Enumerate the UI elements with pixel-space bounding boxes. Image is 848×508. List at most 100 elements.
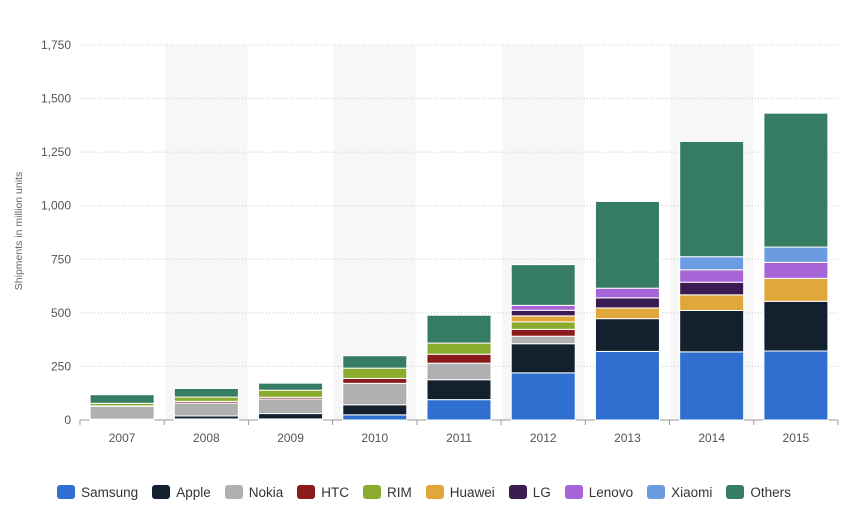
legend-item-lg[interactable]: LG	[508, 485, 551, 500]
bar-xiaomi-2014[interactable]	[679, 256, 745, 271]
y-tick-label: 1,750	[41, 38, 71, 52]
bar-lenovo-2013[interactable]	[594, 287, 660, 299]
bar-rim-2011[interactable]	[426, 342, 492, 355]
x-tick-label: 2008	[193, 431, 220, 445]
bar-others-2013[interactable]	[594, 200, 660, 289]
bar-apple-2014[interactable]	[679, 310, 745, 353]
x-tick-label: 2014	[698, 431, 725, 445]
bar-others-2015[interactable]	[763, 112, 829, 248]
legend-swatch	[362, 485, 381, 499]
x-axis: 2007 2008 2009 2010 2011 2012 2013 2014 2015	[79, 420, 839, 445]
bar-samsung-2011[interactable]	[426, 399, 492, 421]
legend-swatch	[647, 485, 666, 499]
legend-item-nokia[interactable]: Nokia	[224, 484, 284, 500]
bar-others-2007[interactable]	[89, 394, 155, 404]
bar-huawei-2012[interactable]	[510, 315, 576, 323]
legend-item-xiaomi[interactable]: Xiaomi	[647, 485, 712, 500]
y-axis-label: Shipments in million units	[13, 172, 25, 290]
bar-apple-2012[interactable]	[510, 343, 576, 374]
legend-swatch	[425, 485, 444, 499]
bar-apple-2010[interactable]	[342, 404, 408, 416]
legend-label: RIM	[386, 484, 412, 500]
legend-label: Nokia	[248, 484, 284, 500]
y-tick-label: 1,000	[41, 199, 71, 213]
bar-rim-2010[interactable]	[342, 367, 408, 379]
bar-lenovo-2015[interactable]	[763, 261, 829, 279]
bar-rim-2008[interactable]	[173, 396, 239, 402]
legend-item-others[interactable]: Others	[726, 485, 791, 500]
legend-item-htc[interactable]: HTC	[297, 485, 349, 500]
bar-samsung-2015[interactable]	[763, 350, 829, 421]
legend-label: Xiaomi	[671, 484, 713, 500]
x-tick-label: 2011	[446, 431, 472, 445]
legend-label: HTC	[321, 484, 349, 500]
band-2008	[165, 45, 248, 420]
bar-huawei-2015[interactable]	[763, 277, 829, 302]
legend-item-lenovo[interactable]: Lenovo	[564, 485, 633, 500]
legend-swatch	[57, 485, 76, 499]
legend: Samsung Apple Nokia HTC RIM Huawei LG Lenovo Xia…	[0, 480, 848, 504]
bar-htc-2012[interactable]	[510, 328, 576, 337]
bar-nokia-2009[interactable]	[258, 398, 324, 415]
legend-label: Apple	[176, 484, 211, 500]
bar-nokia-2011[interactable]	[426, 362, 492, 381]
legend-item-huawei[interactable]: Huawei	[425, 484, 495, 500]
bar-others-2011[interactable]	[426, 314, 492, 344]
y-tick-label: 750	[51, 252, 71, 266]
x-tick-label: 2010	[361, 431, 388, 445]
bar-samsung-2013[interactable]	[594, 350, 660, 421]
bar-others-2012[interactable]	[510, 264, 576, 306]
bar-samsung-2012[interactable]	[510, 372, 576, 421]
y-tick-label: 1,250	[41, 145, 71, 159]
legend-item-apple[interactable]: Apple	[152, 485, 211, 500]
bar-apple-2009[interactable]	[258, 413, 324, 420]
legend-swatch	[726, 485, 745, 499]
x-tick-label: 2012	[530, 431, 557, 445]
legend-swatch	[297, 485, 316, 499]
bar-samsung-2010[interactable]	[342, 414, 408, 421]
legend-swatch	[564, 485, 583, 499]
bar-huawei-2013[interactable]	[594, 307, 660, 320]
x-tick-label: 2007	[109, 431, 136, 445]
y-axis: 0 250 500 750 1,000 1,250 1,500 1,750	[41, 38, 71, 427]
bar-apple-2015[interactable]	[763, 300, 829, 352]
bar-lg-2012[interactable]	[510, 309, 576, 317]
bar-htc-2010[interactable]	[342, 377, 408, 384]
bars	[89, 112, 829, 421]
bar-lenovo-2012[interactable]	[510, 304, 576, 311]
y-tick-label: 250	[51, 359, 71, 373]
bar-nokia-2008[interactable]	[173, 402, 239, 417]
bar-lenovo-2014[interactable]	[679, 269, 745, 283]
bar-samsung-2014[interactable]	[679, 351, 745, 421]
legend-item-samsung[interactable]: Samsung	[57, 485, 138, 500]
bar-nokia-2007[interactable]	[89, 405, 155, 420]
y-tick-label: 0	[64, 413, 71, 427]
bar-lg-2013[interactable]	[594, 297, 660, 309]
bar-rim-2009[interactable]	[258, 389, 324, 398]
bar-huawei-2014[interactable]	[679, 294, 745, 312]
x-tick-label: 2015	[783, 431, 810, 445]
bar-others-2009[interactable]	[258, 382, 324, 391]
bar-others-2014[interactable]	[679, 140, 745, 258]
bar-others-2008[interactable]	[173, 388, 239, 398]
bar-htc-2011[interactable]	[426, 353, 492, 364]
bar-rim-2012[interactable]	[510, 321, 576, 330]
legend-swatch	[224, 485, 243, 499]
legend-label: Others	[750, 484, 791, 500]
bar-apple-2013[interactable]	[594, 318, 660, 352]
legend-label: Huawei	[449, 484, 495, 500]
legend-swatch	[508, 485, 527, 499]
legend-swatch	[152, 485, 171, 499]
bar-apple-2011[interactable]	[426, 379, 492, 401]
bar-xiaomi-2015[interactable]	[763, 246, 829, 263]
bar-nokia-2010[interactable]	[342, 382, 408, 406]
x-tick-label: 2013	[614, 431, 641, 445]
legend-label: Samsung	[81, 484, 139, 500]
bar-lg-2014[interactable]	[679, 281, 745, 296]
bar-nokia-2012[interactable]	[510, 335, 576, 345]
x-tick-label: 2009	[277, 431, 304, 445]
bar-others-2010[interactable]	[342, 355, 408, 369]
y-tick-label: 500	[51, 306, 71, 320]
legend-item-rim[interactable]: RIM	[362, 484, 412, 500]
